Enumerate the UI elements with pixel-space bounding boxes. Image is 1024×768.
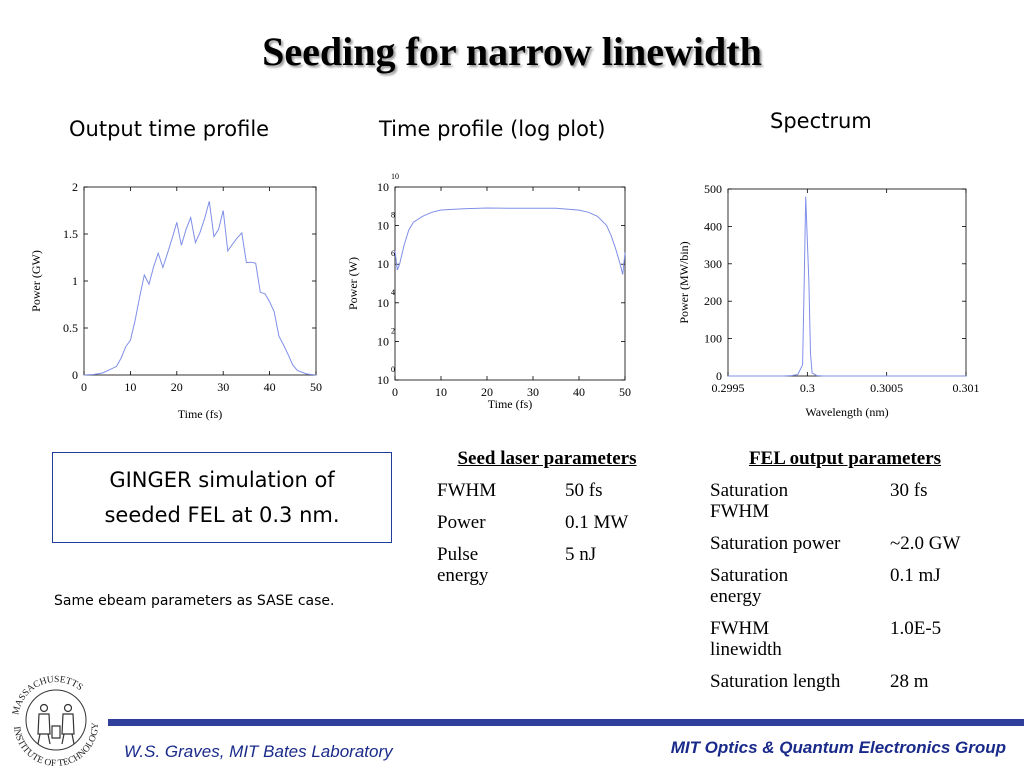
ginger-line-1: GINGER simulation of <box>109 468 335 492</box>
x-tick-label: 0.3 <box>800 381 815 395</box>
y-tick-label: 10 <box>377 180 389 194</box>
y-tick-label: 0 <box>716 369 722 383</box>
plot-frame <box>394 186 626 381</box>
seed-value: 5 nJ <box>565 544 597 565</box>
ginger-line-2: seeded FEL at 0.3 nm. <box>104 503 340 527</box>
fel-key: FWHM linewidth <box>710 618 782 660</box>
table-row: Saturation length 28 m <box>710 671 980 692</box>
x-tick-label: 40 <box>573 385 585 399</box>
fel-output-header: FEL output parameters <box>748 448 942 469</box>
ebeam-note: Same ebeam parameters as SASE case. <box>54 593 335 609</box>
x-tick-label: 0.2995 <box>712 381 745 395</box>
y-tick-label: 0 <box>72 368 78 382</box>
y-tick-label: 1 <box>72 274 78 288</box>
x-tick-label: 0.3005 <box>870 381 903 395</box>
y-tick-label: 200 <box>704 294 722 308</box>
seed-key: Power <box>437 512 486 533</box>
fel-value: 28 m <box>890 671 929 692</box>
seed-value: 0.1 MW <box>565 512 629 533</box>
label-output-time-profile: Output time profile <box>69 117 270 141</box>
y-tick-exponent: 2 <box>391 326 395 335</box>
y-tick-label: 10 <box>377 219 389 233</box>
x-tick-label: 40 <box>264 380 276 394</box>
y-tick-label: 10 <box>377 334 389 348</box>
y-tick-label: 500 <box>704 182 722 196</box>
y-axis-label: Power (GW) <box>29 250 43 312</box>
seed-value: 50 fs <box>565 480 603 501</box>
x-axis-label: Time (fs) <box>488 397 533 411</box>
fel-value: 1.0E-5 <box>890 618 942 639</box>
svg-text:INSTITUTE OF TECHNOLOGY: INSTITUTE OF TECHNOLOGY <box>11 722 101 768</box>
mit-seal-logo: MASSACHUSETTS INSTITUTE OF TECHNOLOGY <box>11 675 101 768</box>
footer-group: MIT Optics & Quantum Electronics Group <box>670 738 1006 757</box>
y-tick-label: 400 <box>704 219 722 233</box>
ginger-simulation-box: GINGER simulation of seeded FEL at 0.3 n… <box>52 452 392 543</box>
x-axis-label: Time (fs) <box>178 407 223 421</box>
x-axis-label: Wavelength (nm) <box>805 405 888 419</box>
x-tick-label: 30 <box>217 380 229 394</box>
x-tick-label: 0 <box>392 385 398 399</box>
fel-key: Saturation energy <box>710 565 789 607</box>
x-tick-label: 20 <box>481 385 493 399</box>
table-row: FWHM 50 fs <box>437 480 657 501</box>
seed-laser-header: Seed laser parameters <box>457 448 637 469</box>
seed-key: Pulse energy <box>437 544 489 586</box>
x-tick-label: 30 <box>527 385 539 399</box>
y-tick-exponent: 0 <box>391 365 395 374</box>
x-tick-label: 20 <box>171 380 183 394</box>
label-spectrum: Spectrum <box>770 109 872 133</box>
label-time-profile-log: Time profile (log plot) <box>379 117 606 141</box>
table-row: Pulse energy 5 nJ <box>437 544 657 586</box>
series-line <box>394 207 626 275</box>
y-axis-label: Power (W) <box>346 257 360 310</box>
y-axis-label: Power (MW/bin) <box>677 241 691 323</box>
fel-value: 0.1 mJ <box>890 565 941 586</box>
x-tick-label: 50 <box>310 380 322 394</box>
seed-key: FWHM <box>437 480 497 501</box>
fel-key: Saturation length <box>710 671 841 692</box>
table-row: Saturation power ~2.0 GW <box>710 533 980 554</box>
table-row: Power 0.1 MW <box>437 512 657 533</box>
table-row: Saturation FWHM 30 fs <box>710 480 980 522</box>
y-tick-label: 0.5 <box>63 321 78 335</box>
y-tick-exponent: 6 <box>391 249 395 258</box>
seed-laser-parameters: Seed laser parameters FWHM 50 fs Power 0… <box>437 448 657 597</box>
plot-frame <box>83 186 317 376</box>
x-tick-label: 10 <box>435 385 447 399</box>
fel-value: 30 fs <box>890 480 928 501</box>
x-tick-label: 0.301 <box>953 381 980 395</box>
slide-title: Seeding for narrow linewidth <box>262 29 762 74</box>
plot-frame <box>727 188 967 377</box>
y-tick-label: 300 <box>704 257 722 271</box>
series-line <box>83 201 317 376</box>
y-tick-label: 10 <box>377 373 389 387</box>
fel-key: Saturation power <box>710 533 841 554</box>
series-line <box>728 196 966 377</box>
x-tick-label: 0 <box>81 380 87 394</box>
x-tick-label: 10 <box>124 380 136 394</box>
y-tick-label: 10 <box>377 257 389 271</box>
y-tick-exponent: 4 <box>391 288 395 297</box>
fel-value: ~2.0 GW <box>890 533 961 554</box>
table-row: Saturation energy 0.1 mJ <box>710 565 980 607</box>
fel-key: Saturation FWHM <box>710 480 789 522</box>
footer-bar <box>108 719 1024 726</box>
y-tick-exponent: 8 <box>391 211 395 220</box>
y-tick-label: 100 <box>704 332 722 346</box>
y-tick-exponent: 10 <box>391 172 399 181</box>
spectrum-chart: 0.2995 0.3 0.3005 0.301 0 100 200 300 400 500 Wave… <box>677 182 980 419</box>
output-time-profile-chart: 0 10 20 30 40 50 0 0.5 1 1.5 2 Time (fs) Power (GW) <box>29 180 322 421</box>
fel-output-parameters: FEL output parameters Saturation FWHM 30… <box>710 448 980 703</box>
footer-author: W.S. Graves, MIT Bates Laboratory <box>124 742 393 761</box>
table-row: FWHM linewidth 1.0E-5 <box>710 618 980 660</box>
y-tick-label: 1.5 <box>63 227 78 241</box>
y-tick-label: 2 <box>72 180 78 194</box>
x-tick-label: 50 <box>619 385 631 399</box>
y-tick-label: 10 <box>377 296 389 310</box>
